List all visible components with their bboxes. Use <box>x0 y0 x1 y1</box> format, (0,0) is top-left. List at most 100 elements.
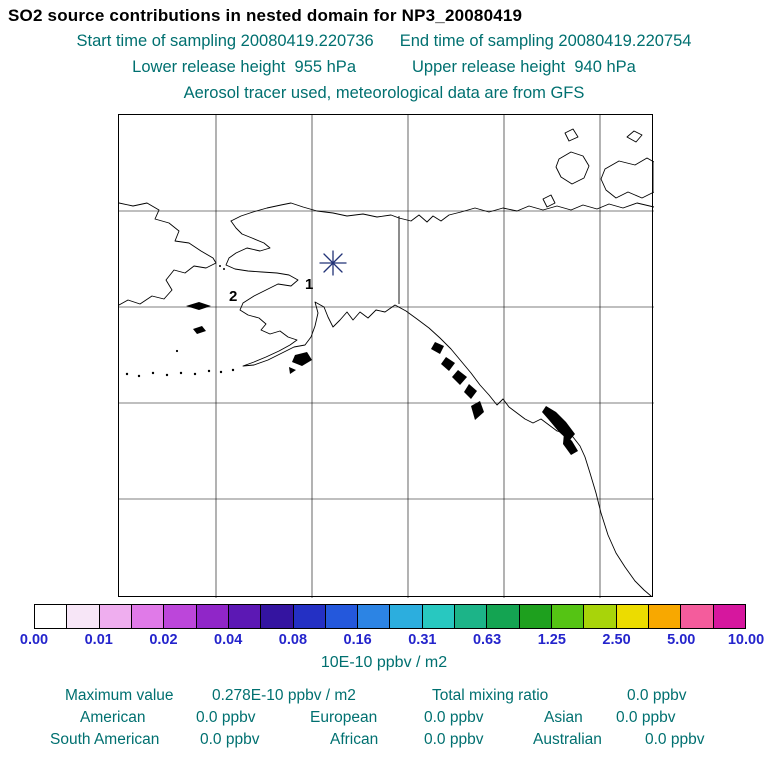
total-mixing-ratio-label: Total mixing ratio <box>432 687 549 704</box>
colorbar-segments <box>34 604 746 629</box>
colorbar-tick-label: 0.04 <box>214 632 243 648</box>
colorbar-tick-label: 5.00 <box>667 632 696 648</box>
total-mixing-ratio-value: 0.0 ppbv <box>627 687 687 704</box>
aleutian-island-dot <box>193 372 197 376</box>
upper-release-text: Upper release height 940 hPa <box>412 58 636 76</box>
colorbar-segment <box>519 605 552 628</box>
kodiak-island <box>292 352 312 366</box>
colorbar-segment <box>131 605 165 628</box>
coastline-chukotka <box>118 202 217 306</box>
colorbar-tick-label: 10.00 <box>727 632 765 648</box>
colorbar-segment <box>35 605 68 628</box>
region-african-label: African <box>330 731 379 748</box>
colorbar-segment <box>164 605 197 628</box>
diomede-island-dot <box>219 265 221 267</box>
coastline-arctic <box>230 202 655 223</box>
colorbar-tick-label: 0.31 <box>408 632 437 648</box>
colorbar-segment <box>422 605 456 628</box>
coastlines <box>118 128 655 597</box>
map-frame: 1 2 <box>118 114 655 598</box>
region-asian-label: Asian <box>544 709 583 726</box>
colorbar-segment <box>487 605 520 628</box>
colorbar-segment <box>196 605 229 628</box>
tracer-text: Aerosol tracer used, meteorological data… <box>183 84 585 102</box>
sampling-times-line: Start time of sampling 20080419.220736 E… <box>0 32 768 51</box>
diomede-island-dot <box>223 268 225 270</box>
aleutian-island-dot <box>165 373 169 377</box>
colorbar-segment <box>67 605 100 628</box>
region-australian-label: Australian <box>533 731 602 748</box>
coastline-banks-island <box>555 151 590 185</box>
colorbar-tick-label: 0.16 <box>343 632 372 648</box>
source-marker-1: 1 <box>305 276 313 293</box>
coastline-coastal-island <box>542 194 556 208</box>
page-title: SO2 source contributions in nested domai… <box>8 6 523 25</box>
colorbar-segment <box>616 605 649 628</box>
release-heights-line: Lower release height 955 hPa Upper relea… <box>0 58 768 77</box>
end-time-text: End time of sampling 20080419.220754 <box>399 32 692 50</box>
region-asian-value: 0.0 ppbv <box>616 709 676 726</box>
region-american-value: 0.0 ppbv <box>196 709 256 726</box>
colorbar-segment <box>584 605 617 628</box>
region-european-label: European <box>310 709 378 726</box>
region-australian-value: 0.0 ppbv <box>645 731 705 748</box>
alexander-archipelago-1 <box>431 342 444 354</box>
aleutian-island-dot <box>179 371 183 375</box>
colorbar-segment <box>358 605 391 628</box>
colorbar-tick-label: 2.50 <box>602 632 631 648</box>
grid-lines <box>119 115 654 598</box>
colorbar-segment <box>455 605 488 628</box>
receptor-star-icon <box>319 250 347 276</box>
source-marker-2: 2 <box>229 288 237 305</box>
colorbar-segment <box>552 605 585 628</box>
aleutian-island-dot <box>137 374 141 378</box>
nunivak-island <box>193 326 206 334</box>
colorbar-segment <box>99 605 132 628</box>
colorbar-tick-label: 0.01 <box>84 632 113 648</box>
aleutian-island-dot <box>151 371 155 375</box>
colorbar-tick-label: 0.08 <box>278 632 308 648</box>
colorbar-tick-label: 0.02 <box>149 632 178 648</box>
map-canvas: 1 2 <box>118 115 655 598</box>
vancouver-island <box>542 406 575 441</box>
st-lawrence-island <box>186 302 211 310</box>
colorbar-segment <box>261 605 294 628</box>
colorbar-tick-label: 1.25 <box>537 632 566 648</box>
region-african-value: 0.0 ppbv <box>424 731 484 748</box>
colorbar-segment <box>681 605 714 628</box>
maximum-value-text: 0.278E-10 ppbv / m2 <box>212 687 356 704</box>
haida-gwaii-island <box>471 401 484 420</box>
alexander-archipelago-3 <box>452 370 467 385</box>
aleutian-island-dot <box>231 368 235 372</box>
pribilof-island-dot <box>175 349 179 353</box>
aleutian-island-dot <box>125 372 129 376</box>
colorbar-segment <box>390 605 423 628</box>
lower-release-text: Lower release height 955 hPa <box>132 58 356 76</box>
kodiak-islet <box>289 367 296 374</box>
coastline-alaska-west-coast <box>225 220 652 597</box>
colorbar-segment <box>325 605 359 628</box>
vancouver-island-south <box>563 433 578 455</box>
tracer-line: Aerosol tracer used, meteorological data… <box>0 84 768 103</box>
coastline-victoria-island <box>600 157 655 199</box>
colorbar-segment <box>648 605 682 628</box>
colorbar-tick-label: 0.00 <box>19 632 49 648</box>
coastline-small-arctic-island-1 <box>564 128 579 142</box>
region-south-american-label: South American <box>50 731 160 748</box>
region-south-american-value: 0.0 ppbv <box>200 731 260 748</box>
colorbar-segment <box>228 605 262 628</box>
colorbar-ticks: 0.00 0.01 0.02 0.04 0.08 0.16 0.31 0.63 1.25 2.50… <box>20 632 764 650</box>
aleutian-island-dot <box>207 369 211 373</box>
aleutian-island-dot <box>219 370 223 374</box>
colorbar-units-label: 10E-10 ppbv / m2 <box>320 654 448 671</box>
region-european-value: 0.0 ppbv <box>424 709 484 726</box>
colorbar-segment <box>713 605 745 628</box>
alexander-archipelago-2 <box>441 357 455 371</box>
maximum-value-label: Maximum value <box>65 687 174 704</box>
alexander-archipelago-4 <box>464 384 477 399</box>
colorbar-segment <box>293 605 326 628</box>
colorbar-tick-label: 0.63 <box>472 632 502 648</box>
region-american-label: American <box>80 709 146 726</box>
filled-islands <box>125 265 578 455</box>
